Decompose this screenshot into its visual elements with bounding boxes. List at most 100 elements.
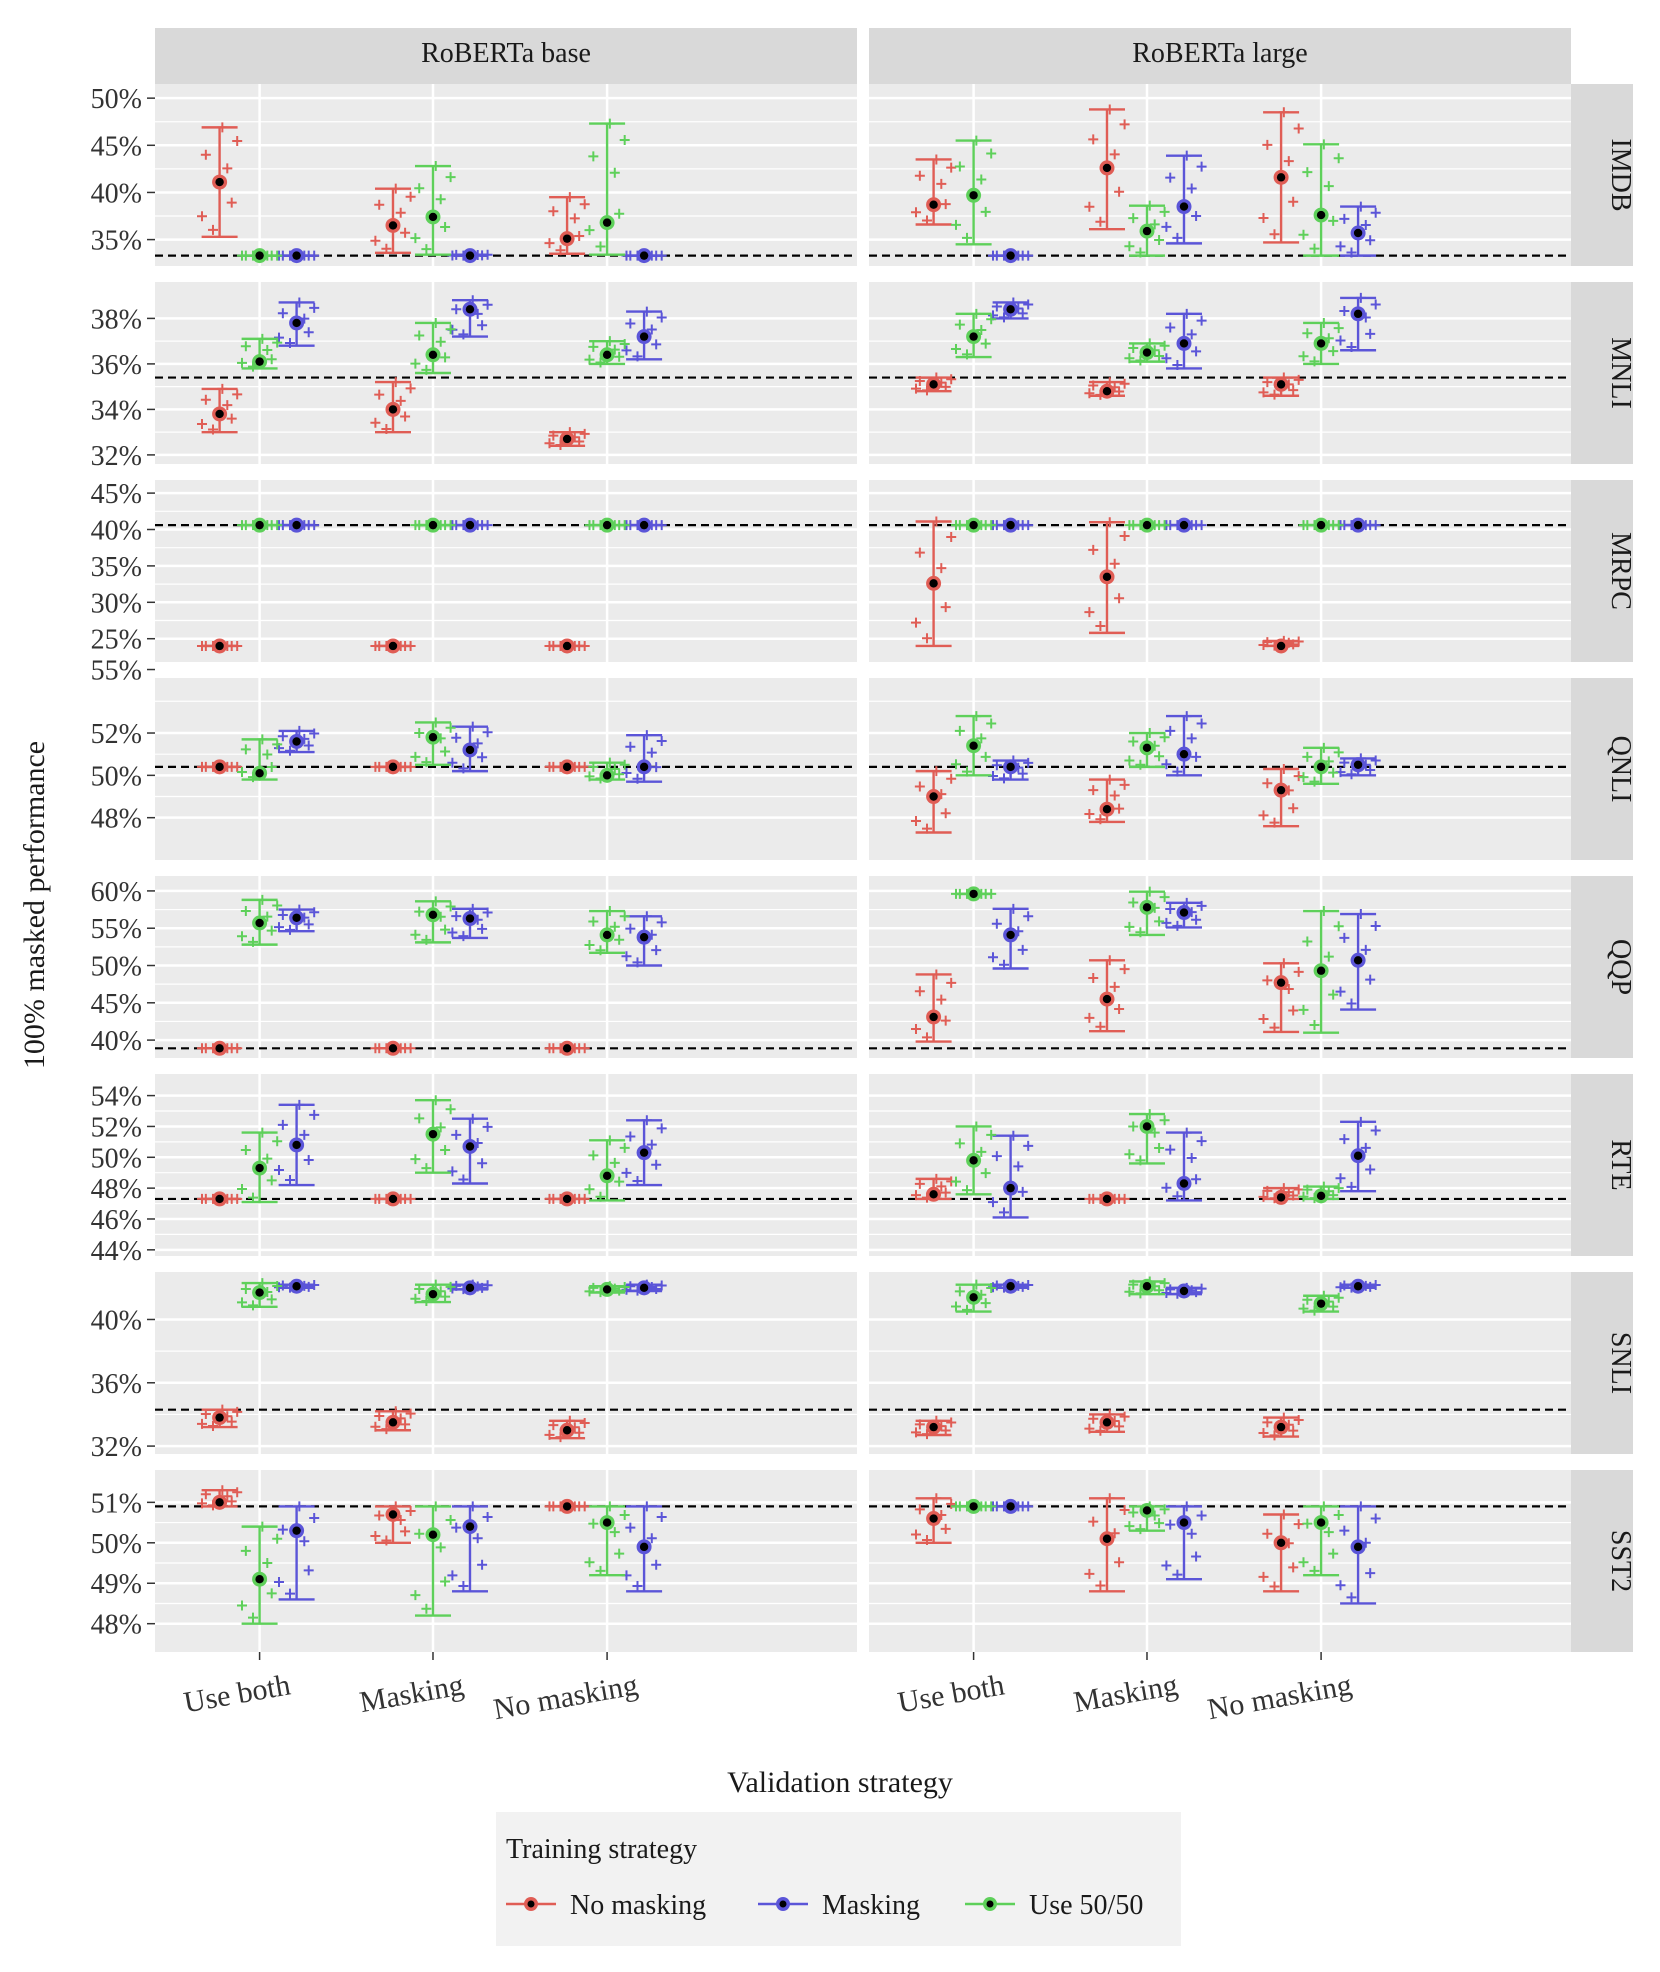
observation-marker: [609, 921, 620, 932]
series-masking-no-masking: [621, 730, 667, 784]
observation-marker: [1298, 1191, 1309, 1202]
observation-marker: [1135, 1288, 1146, 1299]
observation-marker: [579, 1501, 590, 1512]
observation-marker: [440, 746, 451, 757]
observation-marker: [625, 318, 636, 329]
series-use-50-50-use-both: [236, 333, 283, 372]
series-use-50-50-no-masking: [1298, 1290, 1344, 1316]
panel-imdb-roberta-large: [869, 84, 1571, 266]
panel-snli-roberta-base: [155, 1272, 857, 1454]
observation-marker: [400, 1419, 411, 1430]
observation-marker: [574, 1427, 585, 1438]
observation-marker: [544, 1501, 555, 1512]
legend-key-use-50-50: Use 50/50: [965, 1890, 1143, 1921]
mean-point: [562, 434, 572, 444]
series-no-masking-use-both: [196, 383, 243, 435]
observation-marker: [914, 375, 925, 386]
observation-marker: [1165, 1144, 1176, 1155]
observation-marker: [1335, 1580, 1346, 1591]
observation-marker: [458, 1174, 469, 1185]
observation-marker: [370, 1193, 381, 1204]
observation-marker: [467, 1113, 478, 1124]
observation-marker: [1191, 751, 1202, 762]
series-use-50-50-use-both: [236, 1127, 283, 1204]
series-masking-masking: [447, 248, 493, 264]
observation-marker: [544, 1193, 555, 1204]
observation-marker: [482, 1512, 493, 1523]
observation-marker: [1309, 1020, 1320, 1031]
observation-marker: [1196, 315, 1207, 326]
observation-marker: [430, 717, 441, 728]
series-masking-use-both: [273, 1099, 320, 1187]
series-masking-use-both: [987, 297, 1034, 323]
series-use-50-50-no-masking: [584, 1281, 630, 1298]
observation-marker: [656, 1512, 667, 1523]
observation-marker: [257, 734, 268, 745]
observation-marker: [272, 900, 283, 911]
series-masking-masking: [1161, 711, 1207, 777]
observation-marker: [1135, 355, 1146, 366]
observation-marker: [1333, 747, 1344, 758]
observation-marker: [609, 764, 620, 774]
observation-marker: [971, 711, 982, 722]
observation-marker: [445, 722, 456, 733]
observation-marker: [621, 345, 632, 356]
observation-marker: [1095, 216, 1106, 227]
observation-marker: [1144, 886, 1155, 897]
y-tick-label-qqp-0: 40%: [91, 1026, 142, 1057]
legend-label-use-50-50: Use 50/50: [1029, 1890, 1143, 1921]
observation-marker: [1335, 986, 1346, 997]
series-use-50-50-masking: [410, 1279, 456, 1306]
series-no-masking-use-both: [196, 122, 243, 238]
mean-point: [602, 218, 612, 227]
observation-marker: [266, 1294, 277, 1305]
panel-rte-roberta-base: [155, 1074, 857, 1256]
observation-marker: [946, 374, 957, 385]
observation-marker: [207, 224, 218, 235]
observation-marker: [579, 1193, 590, 1204]
observation-marker: [544, 238, 555, 249]
y-tick-label-mnli-0: 32%: [91, 441, 142, 472]
mean-point: [428, 350, 438, 359]
observation-marker: [656, 250, 667, 261]
mean-point: [215, 1413, 224, 1422]
mean-point: [639, 1148, 649, 1157]
observation-marker: [1104, 1493, 1115, 1504]
mean-point: [1102, 387, 1112, 396]
observation-marker: [1258, 1191, 1269, 1202]
observation-marker: [447, 1283, 458, 1294]
observation-marker: [986, 1283, 997, 1294]
mean-point: [1316, 520, 1326, 530]
observation-marker: [1293, 123, 1304, 134]
observation-marker: [451, 1129, 462, 1140]
observation-marker: [1181, 711, 1192, 722]
observation-marker: [641, 730, 652, 741]
observation-marker: [467, 1501, 478, 1512]
observation-marker: [961, 1304, 972, 1315]
observation-marker: [400, 1526, 411, 1537]
observation-marker: [257, 333, 268, 344]
observation-marker: [1298, 1557, 1309, 1568]
observation-marker: [1095, 1580, 1106, 1591]
observation-marker: [1283, 156, 1294, 167]
y-tick-label-imdb-3: 50%: [91, 84, 142, 115]
observation-marker: [1309, 243, 1320, 254]
observation-marker: [980, 206, 991, 217]
series-no-masking-masking: [1084, 517, 1130, 635]
y-tick-label-qnli-2: 52%: [91, 719, 142, 750]
observation-marker: [579, 1417, 590, 1428]
observation-marker: [451, 1522, 462, 1533]
observation-marker: [914, 1419, 925, 1430]
observation-marker: [309, 250, 320, 261]
series-no-masking-use-both: [196, 759, 243, 775]
observation-marker: [1370, 1125, 1381, 1136]
observation-marker: [961, 766, 972, 777]
mean-point: [929, 1422, 938, 1432]
observation-marker: [1262, 1528, 1273, 1539]
mean-point: [465, 1142, 475, 1151]
mean-point: [929, 792, 938, 801]
y-tick-label-mnli-2: 36%: [91, 350, 142, 381]
mean-point: [602, 350, 612, 359]
observation-marker: [544, 640, 555, 651]
series-use-50-50-use-both: [950, 1121, 997, 1196]
